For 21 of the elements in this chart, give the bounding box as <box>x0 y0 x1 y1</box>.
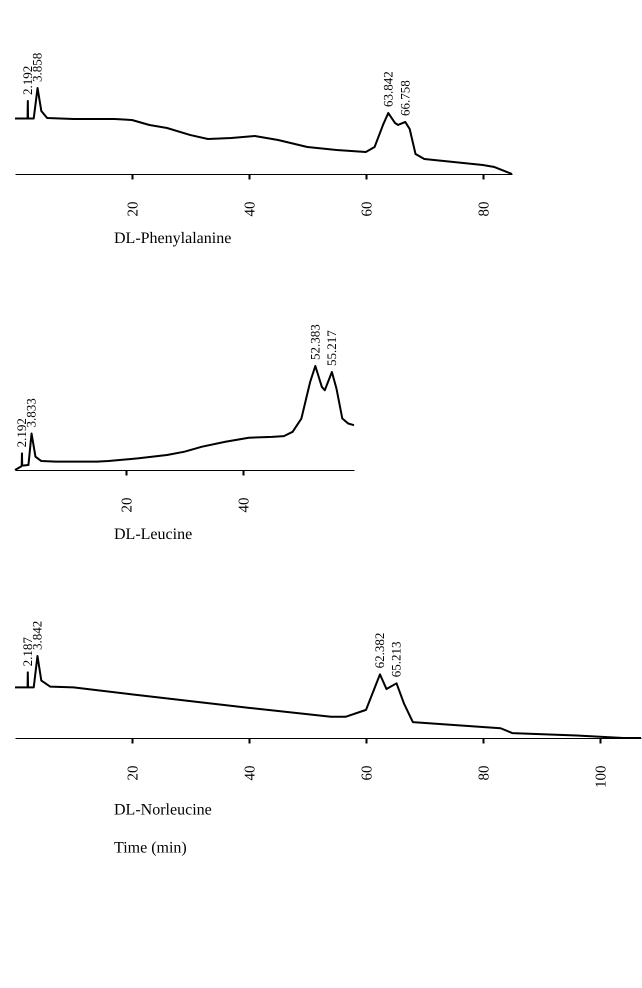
x-tick-label: 100 <box>594 766 610 788</box>
x-tick-label: 60 <box>359 202 376 216</box>
annotation: 62.382 <box>372 632 387 668</box>
x-tick-label: 40 <box>242 202 258 216</box>
annotation: 66.758 <box>397 80 412 116</box>
x-tick-label: 40 <box>236 498 252 512</box>
x-axis-title: Time (min) <box>114 840 187 856</box>
x-tick-label: 80 <box>476 202 492 216</box>
annotation: 55.217 <box>324 330 339 366</box>
x-tick-label: 60 <box>360 766 376 780</box>
text: DL-Phenylalanine <box>114 230 232 247</box>
annotation: 65.213 <box>388 642 404 678</box>
x-tick-label: 20 <box>120 498 136 512</box>
x-tick-label: 80 <box>476 766 493 780</box>
text: DL-Leucine <box>114 526 192 543</box>
annotation: 52.383 <box>307 324 322 360</box>
annotation: 63.842 <box>380 71 396 108</box>
x-tick-label: 20 <box>125 202 142 216</box>
text: DL-Norleucine <box>114 802 212 818</box>
x-tick-label: 20 <box>126 766 142 780</box>
x-tick-label: 40 <box>242 766 259 780</box>
